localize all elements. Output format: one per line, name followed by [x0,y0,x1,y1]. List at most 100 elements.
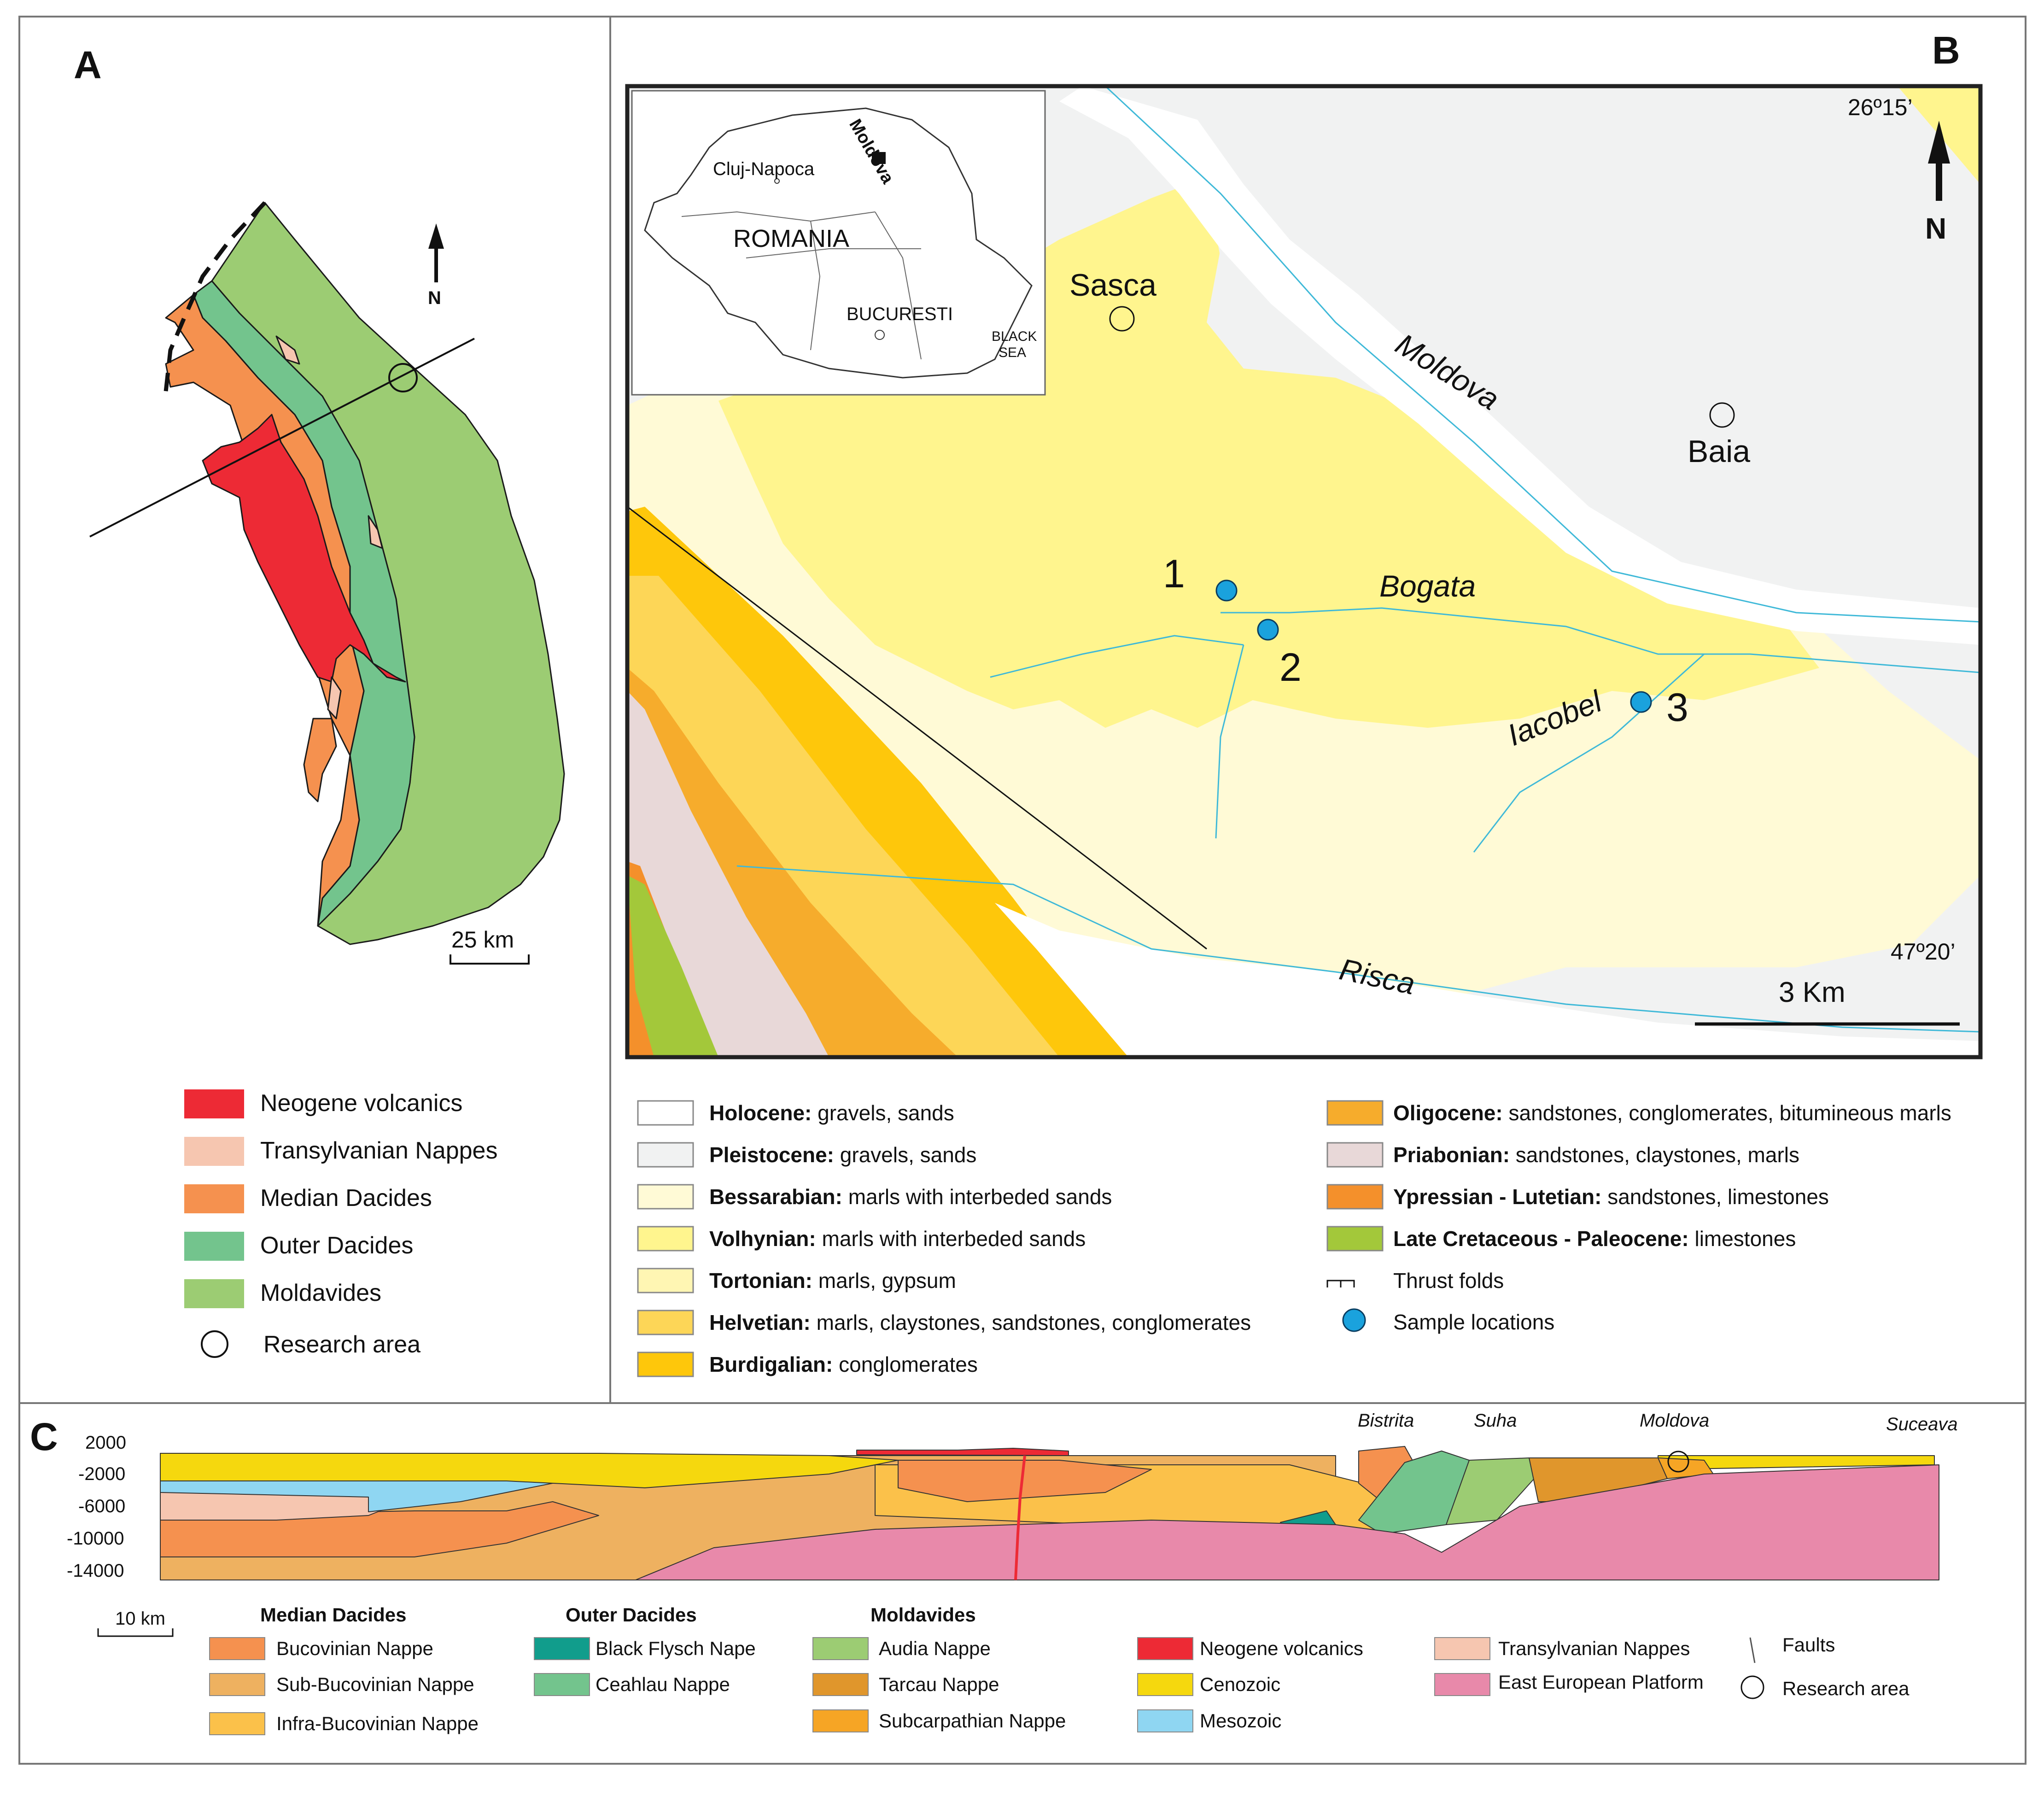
legend-c-swatch-4 [534,1673,590,1696]
holocene-moldova [1059,86,1980,645]
legend-b-bold-10: Late Cretaceous - Paleocene: [1393,1227,1689,1251]
bucovinian-east [898,1460,1152,1502]
legend-b-bold-0: Holocene: [709,1101,812,1125]
legend-b-text-2: marls with interbeded sands [842,1185,1112,1209]
romania-outline [644,107,1033,379]
baia-marker [1709,402,1735,428]
legend-b-bold-3: Volhynian: [709,1227,816,1251]
moldova-square [872,152,886,164]
legend-c-label-6: Tarcau Nappe [879,1673,999,1695]
legend-c-group-1-title: Outer Dacides [566,1604,697,1626]
inset-city-cluj: Cluj-Napoca [713,159,815,179]
legend-c-label-11: Transylvanian Nappes [1498,1638,1690,1659]
research-area-marker [388,363,418,392]
cluj-marker [774,178,780,184]
legend-c-label-8: Neogene volcanics [1200,1638,1363,1659]
legend-c-swatches [209,1637,1490,1735]
depth-label-0: 2000 [85,1433,126,1453]
coord-top: 26º15’ [1848,94,1913,120]
sample-3-marker [1630,691,1652,713]
legend-b-swatch-6 [637,1352,694,1377]
scale-bar-a: 25 km [450,927,530,965]
inset-sea-2: SEA [999,345,1026,360]
legend-a-label-2: Median Dacides [260,1185,432,1211]
legend-b-swatch-0 [637,1100,694,1126]
legend-research-symbol [1740,1675,1764,1699]
depth-label-2: -6000 [78,1496,125,1516]
legend-b-bold-4: Tortonian: [709,1269,812,1293]
legend-b-swatch-5 [637,1310,694,1335]
legend-b-text-1: gravels, sands [834,1143,976,1167]
scale-label-a: 25 km [451,927,514,953]
legend-b-bold-2: Bessarabian: [709,1185,842,1209]
inset-city-bucuresti: BUCURESTI [847,304,953,324]
legend-b-text-3: marls with interbeded sands [816,1227,1086,1251]
legend-fault-symbol [1749,1637,1756,1663]
depth-label-1: -2000 [78,1464,125,1484]
scale-bar-c [97,1628,174,1637]
bucuresti-marker [875,330,885,340]
legend-b-item-6: Burdigalian: conglomerates [709,1352,978,1376]
cross-section [160,1446,1939,1580]
legend-c-swatch-7 [812,1709,869,1732]
legend-c-label-7: Subcarpathian Nappe [879,1710,1066,1732]
legend-c-swatch-11 [1434,1637,1490,1660]
legend-a-label-1: Transylvanian Nappes [260,1137,497,1164]
legend-c-label-10: Mesozoic [1200,1710,1281,1732]
cenozoic-body [160,1453,899,1488]
legend-b-swatch-2 [637,1184,694,1210]
legend-c-swatch-10 [1137,1709,1193,1732]
legend-a-label-4: Moldavides [260,1280,381,1306]
legend-c-label-9: Cenozoic [1200,1673,1280,1695]
legend-c-label-4: Ceahlau Nappe [596,1673,730,1695]
legend-b-bold-7: Oligocene: [1393,1101,1503,1125]
section-river-moldova: Moldova [1640,1410,1709,1431]
legend-b-bold-9: Ypressian - Lutetian: [1393,1185,1601,1209]
thrust-line [627,506,1207,950]
legend-a: Neogene volcanics Transylvanian Nappes M… [184,1089,497,1358]
legend-c: Median Dacides Outer Dacides Moldavides … [209,1604,1910,1735]
sample-1-marker [1215,579,1238,602]
legend-a-swatch-3 [184,1232,244,1261]
legend-b-swatch-10 [1326,1226,1384,1252]
legend-b-item-7: Oligocene: sandstones, conglomerates, bi… [1393,1101,1951,1125]
legend-c-label-2: Infra-Bucovinian Nappe [276,1713,479,1734]
section-river-suceava: Suceava [1886,1414,1958,1434]
scale-label-b: 3 Km [1779,977,1845,1008]
north-label-b: N [1925,212,1946,245]
legend-b-swatch-4 [637,1268,694,1293]
river-bogata: Bogata [1379,569,1476,603]
neogene-volcanics-area [202,414,406,683]
section-line [89,338,475,538]
platform-body [635,1464,1939,1580]
legend-a-label-5: Research area [263,1331,420,1358]
legend-b-item-0: Holocene: gravels, sands [709,1101,954,1125]
place-baia: Baia [1688,434,1750,469]
sample-2-label: 2 [1279,645,1302,690]
section-river-suha: Suha [1474,1410,1517,1431]
median-dacides-area [165,294,365,927]
legend-b-swatch-8 [1326,1142,1384,1168]
audia-body [1446,1457,1539,1525]
panel-label-a: A [74,43,102,87]
legend-a-label-0: Neogene volcanics [260,1090,462,1117]
holocene-risca [995,903,1980,1057]
legend-b-item-9: Ypressian - Lutetian: sandstones, limest… [1393,1185,1829,1209]
legend-c-swatch-5 [812,1637,869,1660]
legend-b-bold-1: Pleistocene: [709,1143,834,1167]
legend-b-text-6: conglomerates [833,1352,978,1376]
depth-label-4: -14000 [67,1561,124,1581]
legend-a-swatch-4 [184,1279,244,1308]
legend-b-item-8: Priabonian: sandstones, claystones, marl… [1393,1143,1799,1167]
legend-c-swatch-12 [1434,1673,1490,1696]
legend-c-swatch-9 [1137,1673,1193,1696]
legend-b-text-4: marls, gypsum [812,1269,956,1293]
inset-country: ROMANIA [733,225,849,252]
legend-b-text-0: gravels, sands [812,1101,954,1125]
thrust-edge [164,201,267,392]
legend-c-swatch-1 [209,1673,265,1696]
legend-b-text-8: sandstones, claystones, marls [1510,1143,1799,1167]
legend-b-swatch-3 [637,1226,694,1252]
legend-b-text-10: limestones [1689,1227,1796,1251]
